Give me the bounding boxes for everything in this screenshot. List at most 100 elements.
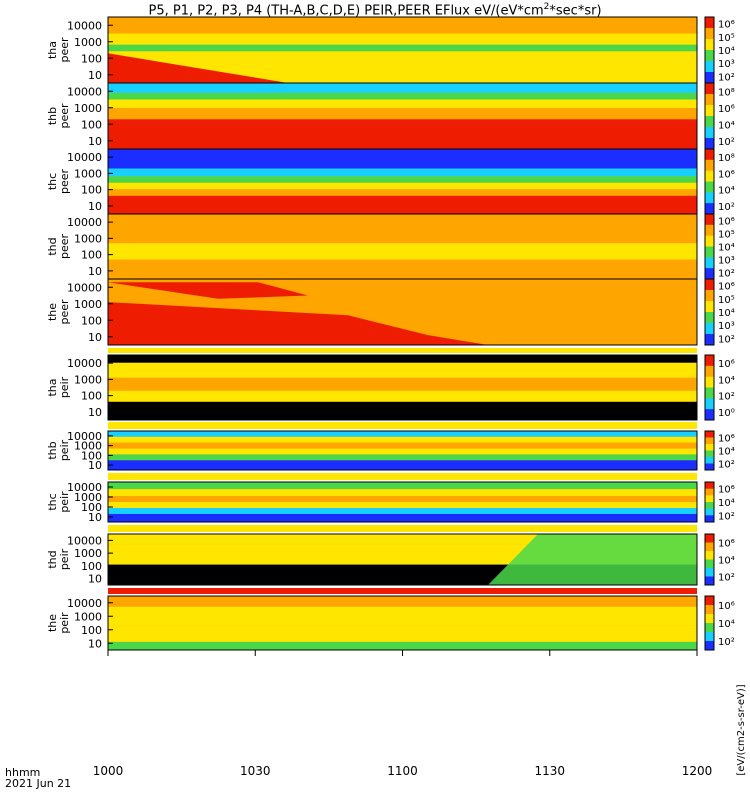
colorbar-segment bbox=[705, 437, 714, 445]
spectral-band bbox=[108, 195, 697, 214]
spectral-band bbox=[108, 189, 697, 196]
spectral-band bbox=[108, 149, 697, 169]
colorbar-segment bbox=[705, 398, 714, 410]
colorbar-tick-label: 10⁵ bbox=[718, 33, 735, 44]
colorbar-tick-label: 10⁶ bbox=[718, 217, 735, 228]
colorbar-segment bbox=[705, 301, 714, 313]
colorbar-segment bbox=[705, 495, 714, 503]
colorbar-segment bbox=[705, 181, 714, 193]
colorbar-frame bbox=[704, 430, 715, 471]
colorbar-segment bbox=[705, 365, 714, 378]
colorbar-segment bbox=[705, 515, 714, 523]
y-tick-label: 10000 bbox=[67, 216, 102, 229]
spectral-band bbox=[108, 377, 697, 391]
spectral-band bbox=[108, 401, 697, 420]
colorbar-tick-label: 10⁴ bbox=[718, 556, 735, 567]
y-axis-label: the bbox=[46, 303, 59, 321]
y-tick-label: 10000 bbox=[67, 534, 102, 547]
y-tick-label: 10 bbox=[88, 265, 102, 278]
colorbar-tick-label: 10⁶ bbox=[718, 539, 735, 550]
low-energy-enhancement bbox=[108, 53, 288, 83]
spectral-band bbox=[108, 641, 697, 650]
y-tick-label: 100 bbox=[81, 118, 102, 131]
divider-strip bbox=[108, 525, 697, 532]
x-tick-label: 1100 bbox=[387, 764, 418, 778]
y-tick-label: 10 bbox=[88, 637, 102, 650]
colorbar-tick-label: 10⁰ bbox=[718, 408, 735, 419]
x-tick-label: 1200 bbox=[682, 764, 713, 778]
y-tick-label: 10000 bbox=[67, 281, 102, 294]
colorbar-tick-label: 10⁶ bbox=[718, 359, 735, 370]
date-label: 2021 Jun 21 bbox=[5, 777, 72, 790]
colorbar-tick-label: 10² bbox=[718, 137, 735, 148]
spectral-band bbox=[108, 92, 697, 100]
y-tick-label: 1000 bbox=[74, 298, 102, 311]
y-tick-label: 100 bbox=[81, 624, 102, 637]
y-tick-label: 100 bbox=[81, 449, 102, 462]
colorbar-tick-label: 10² bbox=[718, 334, 735, 345]
colorbar-segment bbox=[705, 268, 714, 280]
colorbar-tick-label: 10⁶ bbox=[718, 282, 735, 293]
colorbar-tick-label: 10⁶ bbox=[718, 20, 735, 31]
colorbar-tick-label: 10³ bbox=[718, 256, 735, 267]
spectral-band bbox=[108, 514, 697, 522]
colorbar-segment bbox=[705, 312, 714, 324]
spectral-band bbox=[108, 17, 697, 34]
colorbar-segment bbox=[705, 257, 714, 269]
y-axis-label: tha bbox=[46, 378, 59, 396]
y-tick-label: 10000 bbox=[67, 19, 102, 32]
colorbar-segment bbox=[705, 39, 714, 51]
y-tick-label: 10 bbox=[88, 331, 102, 344]
colorbar-frame bbox=[704, 354, 715, 421]
spectral-band bbox=[108, 460, 697, 470]
late-interval-region bbox=[488, 534, 697, 585]
spectral-band bbox=[108, 436, 697, 443]
colorbar-segment bbox=[705, 559, 714, 569]
x-tick-label: 1000 bbox=[93, 764, 124, 778]
y-axis-label: peer bbox=[58, 299, 71, 325]
colorbar-frame bbox=[704, 278, 715, 346]
y-tick-label: 1000 bbox=[74, 373, 102, 386]
spectral-band bbox=[108, 534, 697, 545]
divider-strip bbox=[108, 422, 697, 429]
colorbar-tick-label: 10³ bbox=[718, 59, 735, 70]
colorbar-segment bbox=[705, 149, 714, 161]
y-tick-label: 1000 bbox=[74, 491, 102, 504]
y-tick-label: 10 bbox=[88, 200, 102, 213]
y-axis-label: peir bbox=[58, 612, 71, 634]
colorbar-segment bbox=[705, 450, 714, 458]
time-axis-label: hhmm bbox=[5, 766, 41, 779]
colorbar-tick-label: 10⁴ bbox=[718, 498, 735, 509]
colorbar-tick-label: 10⁴ bbox=[718, 46, 735, 57]
colorbar-segment bbox=[705, 355, 714, 367]
y-axis-label: thb bbox=[46, 107, 59, 125]
y-tick-label: 1000 bbox=[74, 232, 102, 245]
panel-frame bbox=[107, 533, 698, 586]
colorbar-tick-label: 10² bbox=[718, 72, 735, 83]
colorbar-segment bbox=[705, 605, 714, 615]
colorbar-frame bbox=[704, 481, 715, 523]
spectral-band bbox=[108, 625, 697, 642]
colorbar-tick-label: 10⁴ bbox=[718, 120, 735, 131]
colorbar-segment bbox=[705, 17, 714, 29]
colorbar-tick-label: 10² bbox=[718, 269, 735, 280]
colorbar-segment bbox=[705, 457, 714, 464]
y-axis-label: peir bbox=[58, 548, 71, 570]
colorbar-segment bbox=[705, 323, 714, 335]
y-axis-label: peer bbox=[58, 234, 71, 260]
y-axis-label: peir bbox=[58, 491, 71, 513]
spectral-band bbox=[108, 482, 697, 490]
y-tick-label: 10 bbox=[88, 135, 102, 148]
colorbar-tick-label: 10⁴ bbox=[718, 243, 735, 254]
y-tick-label: 100 bbox=[81, 52, 102, 65]
colorbar-segment bbox=[705, 387, 714, 399]
y-tick-label: 10000 bbox=[67, 357, 102, 370]
colorbar-tick-label: 10⁶ bbox=[718, 169, 735, 180]
y-tick-label: 10 bbox=[88, 573, 102, 586]
colorbar-tick-label: 10⁶ bbox=[718, 485, 735, 496]
y-axis-label: thd bbox=[46, 237, 59, 255]
y-tick-label: 10000 bbox=[67, 481, 102, 494]
y-tick-label: 10 bbox=[88, 69, 102, 82]
y-tick-label: 100 bbox=[81, 184, 102, 197]
